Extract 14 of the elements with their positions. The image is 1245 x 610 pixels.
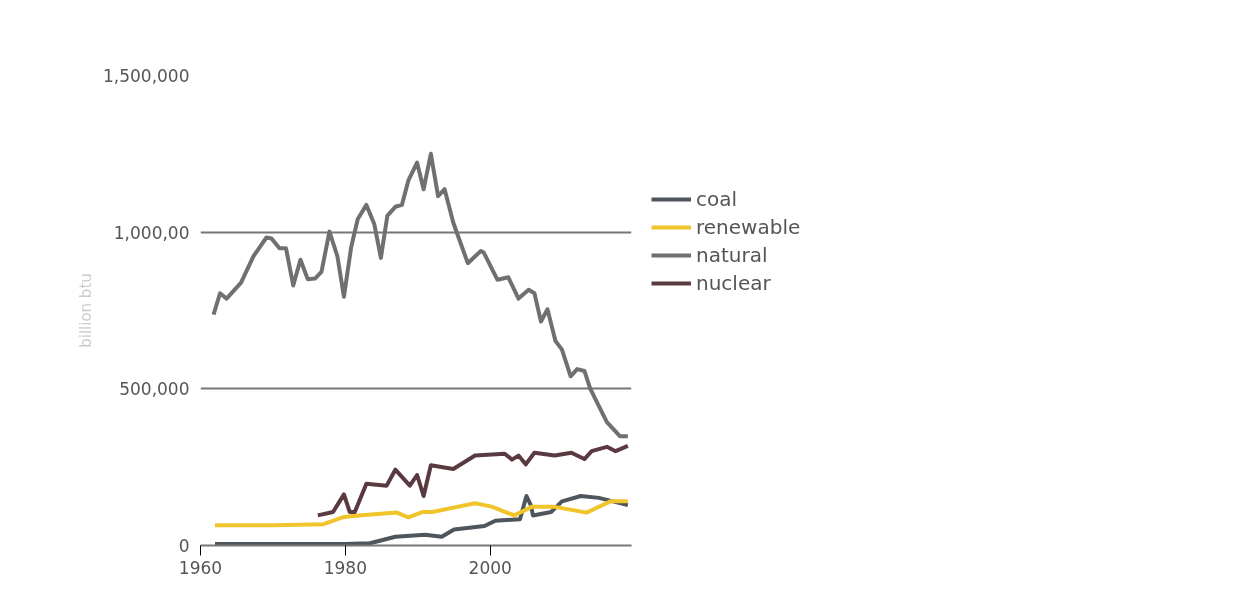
y-tick-label: 1,000,00 [113, 222, 190, 243]
legend-label: nuclear [696, 271, 771, 295]
y-tick-label: 500,000 [119, 379, 190, 400]
legend-label: coal [696, 187, 738, 211]
y-tick-label: 0 [178, 536, 190, 556]
legend-label: natural [696, 243, 768, 267]
line-series [315, 443, 630, 518]
line-series [212, 499, 630, 528]
x-tick-label: 1960 [178, 557, 223, 578]
x-tick-label: 1980 [323, 557, 368, 578]
line-series [212, 493, 630, 546]
legend-label: renewable [696, 215, 801, 239]
x-tick-label: 2000 [468, 557, 512, 578]
y-tick-label: 1,500,000 [102, 66, 190, 86]
